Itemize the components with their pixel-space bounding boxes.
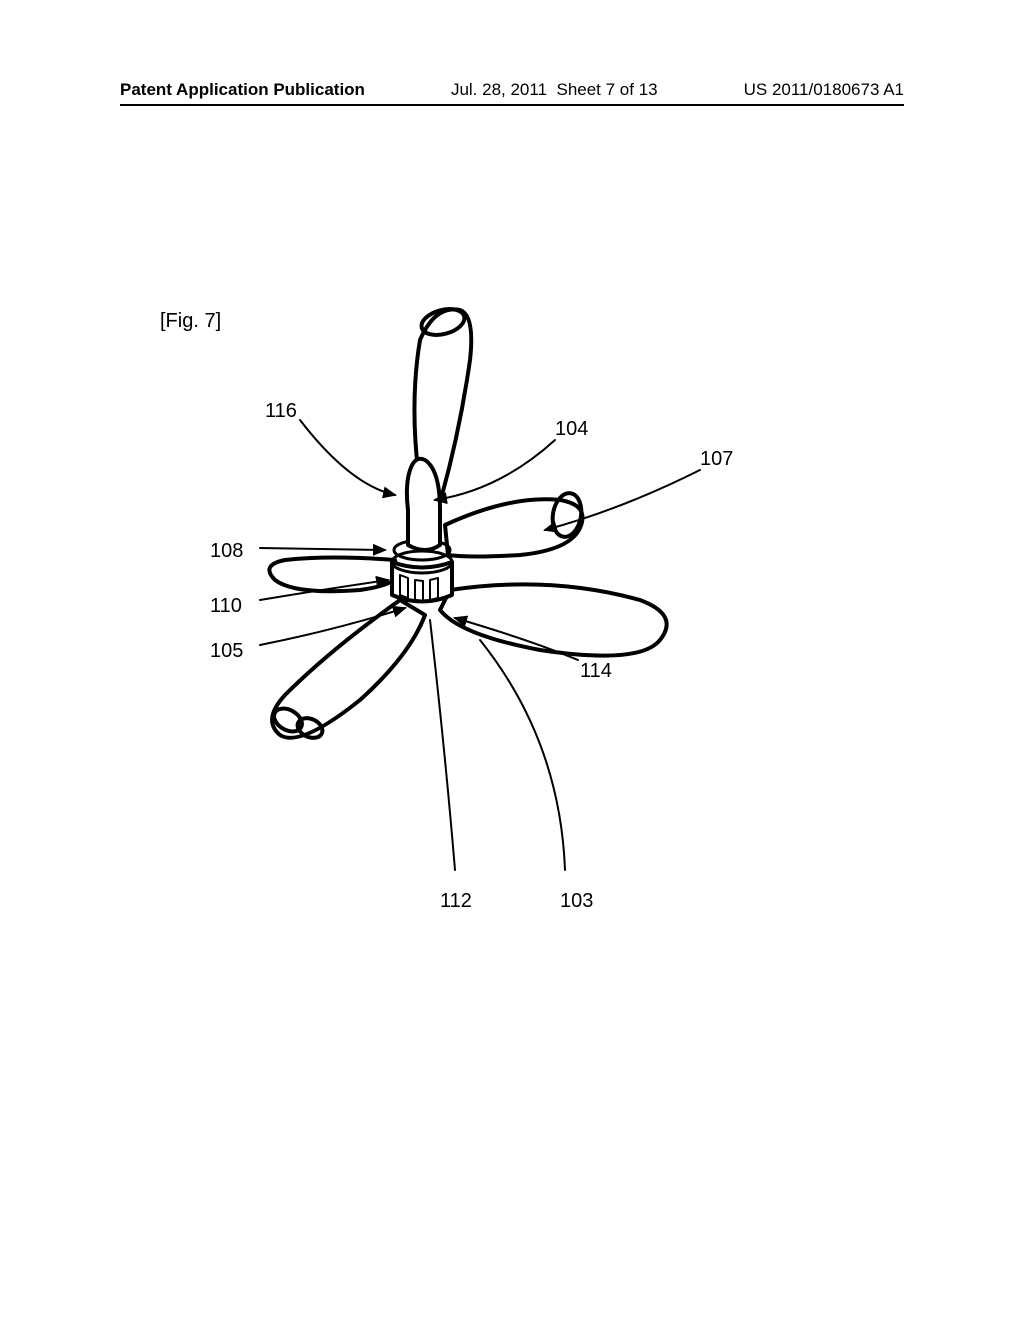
ref-label-107: 107 bbox=[700, 448, 733, 471]
ref-label-108: 108 bbox=[210, 540, 243, 563]
ref-label-103: 103 bbox=[560, 890, 593, 913]
ref-label-116: 116 bbox=[265, 400, 297, 423]
ref-label-112: 112 bbox=[440, 890, 472, 913]
patent-figure-svg bbox=[0, 0, 1024, 1320]
ref-label-105: 105 bbox=[210, 640, 243, 663]
ref-label-104: 104 bbox=[555, 418, 588, 441]
ref-label-110: 110 bbox=[210, 595, 242, 618]
ref-label-114: 114 bbox=[580, 660, 612, 683]
